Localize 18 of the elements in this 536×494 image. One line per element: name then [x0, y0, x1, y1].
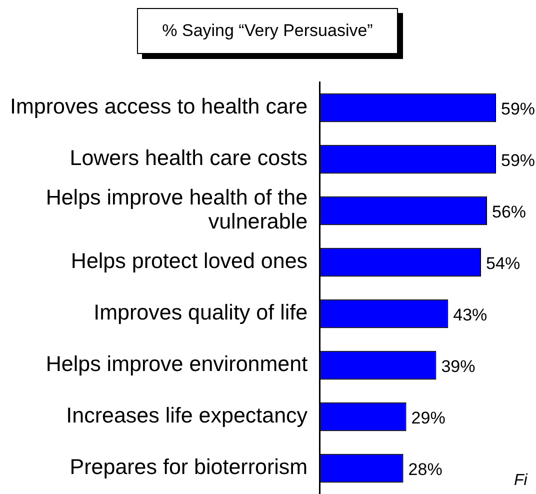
data-label: 43% [453, 305, 488, 324]
data-label: 59% [501, 150, 536, 170]
y-tick-label: Helps improve health of the vulnerable [46, 186, 308, 234]
y-tick-label: Increases life expectancy [66, 404, 308, 428]
data-label: 56% [492, 202, 526, 222]
data-label: 29% [411, 408, 446, 428]
data-label: 39% [441, 356, 476, 376]
data-label: 28% [408, 460, 442, 479]
y-tick-label: Lowers health care costs [70, 146, 308, 170]
y-tick-label: Improves quality of life [94, 300, 308, 325]
y-tick-label: Improves access to health care [10, 94, 308, 119]
y-tick-label: Helps improve environment [46, 352, 308, 376]
data-label: 54% [486, 254, 520, 273]
chart-title: % Saying “Very Persuasive” [137, 8, 398, 54]
y-tick-label: Helps protect loved ones [70, 249, 308, 274]
text: Fi [514, 472, 528, 490]
y-tick-label: Prepares for bioterrorism [70, 455, 308, 480]
data-label: 59% [501, 99, 536, 118]
